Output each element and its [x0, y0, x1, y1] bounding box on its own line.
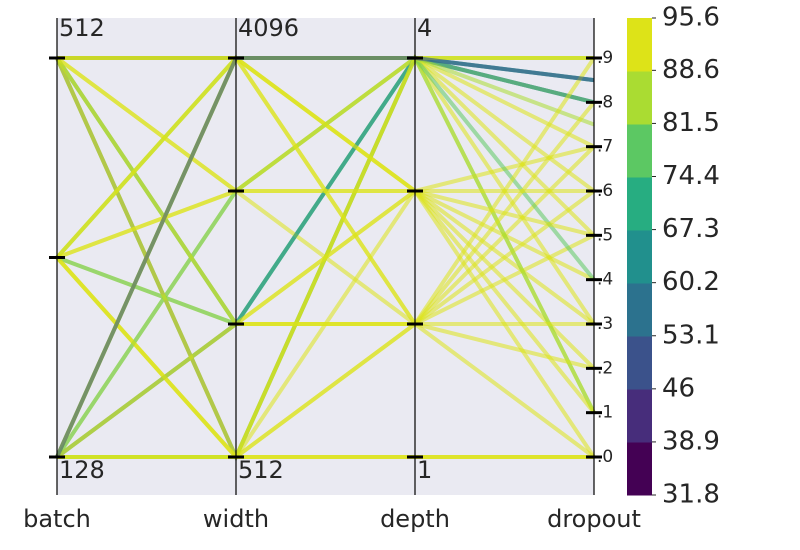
data-line: [55, 56, 595, 458]
colorbar-bin: [627, 18, 652, 72]
colorbar-bin: [627, 389, 652, 443]
colorbar-label: 60.2: [662, 267, 720, 297]
colorbar-bin: [627, 230, 652, 284]
tick-label: .5: [597, 225, 613, 245]
tick-label: 512: [59, 14, 105, 42]
tick-label: .2: [597, 358, 613, 378]
tick-label: 4096: [238, 14, 299, 42]
colorbar-bin: [627, 177, 652, 231]
tick-label: .4: [597, 270, 613, 290]
tick-label: .9: [597, 48, 613, 68]
colorbar-label: 81.5: [662, 108, 720, 138]
colorbar-label: 53.1: [662, 320, 720, 350]
tick-label: .6: [597, 181, 613, 201]
colorbar-label: 31.8: [662, 480, 720, 510]
colorbar-bin: [627, 336, 652, 390]
tick-label: .8: [597, 92, 613, 112]
axis-label: width: [203, 505, 269, 533]
colorbar-bin: [627, 283, 652, 337]
colorbar-label: 95.6: [662, 3, 720, 33]
colorbar-bin: [627, 71, 652, 125]
data-line: [55, 322, 594, 459]
colorbar-label: 74.4: [662, 161, 720, 191]
tick-label: .1: [597, 403, 613, 423]
tick-label: 1: [417, 456, 432, 484]
axis-label: depth: [380, 505, 450, 533]
colorbar-label: 38.9: [662, 426, 720, 456]
axis-label: batch: [23, 505, 91, 533]
tick-label: .7: [597, 137, 613, 157]
colorbar-bin: [627, 442, 652, 496]
tick-label: .3: [597, 314, 613, 334]
axis-label: dropout: [547, 505, 641, 533]
tick-label: 128: [59, 456, 105, 484]
colorbar-bin: [627, 124, 652, 178]
data-line: [55, 54, 596, 328]
tick-label: 4: [417, 14, 432, 42]
colorbar-label: 67.3: [662, 214, 720, 244]
colorbar-label: 88.6: [662, 55, 720, 85]
tick-label: .0: [597, 447, 613, 467]
colorbar-label: 46: [662, 373, 695, 403]
tick-label: 512: [238, 456, 284, 484]
